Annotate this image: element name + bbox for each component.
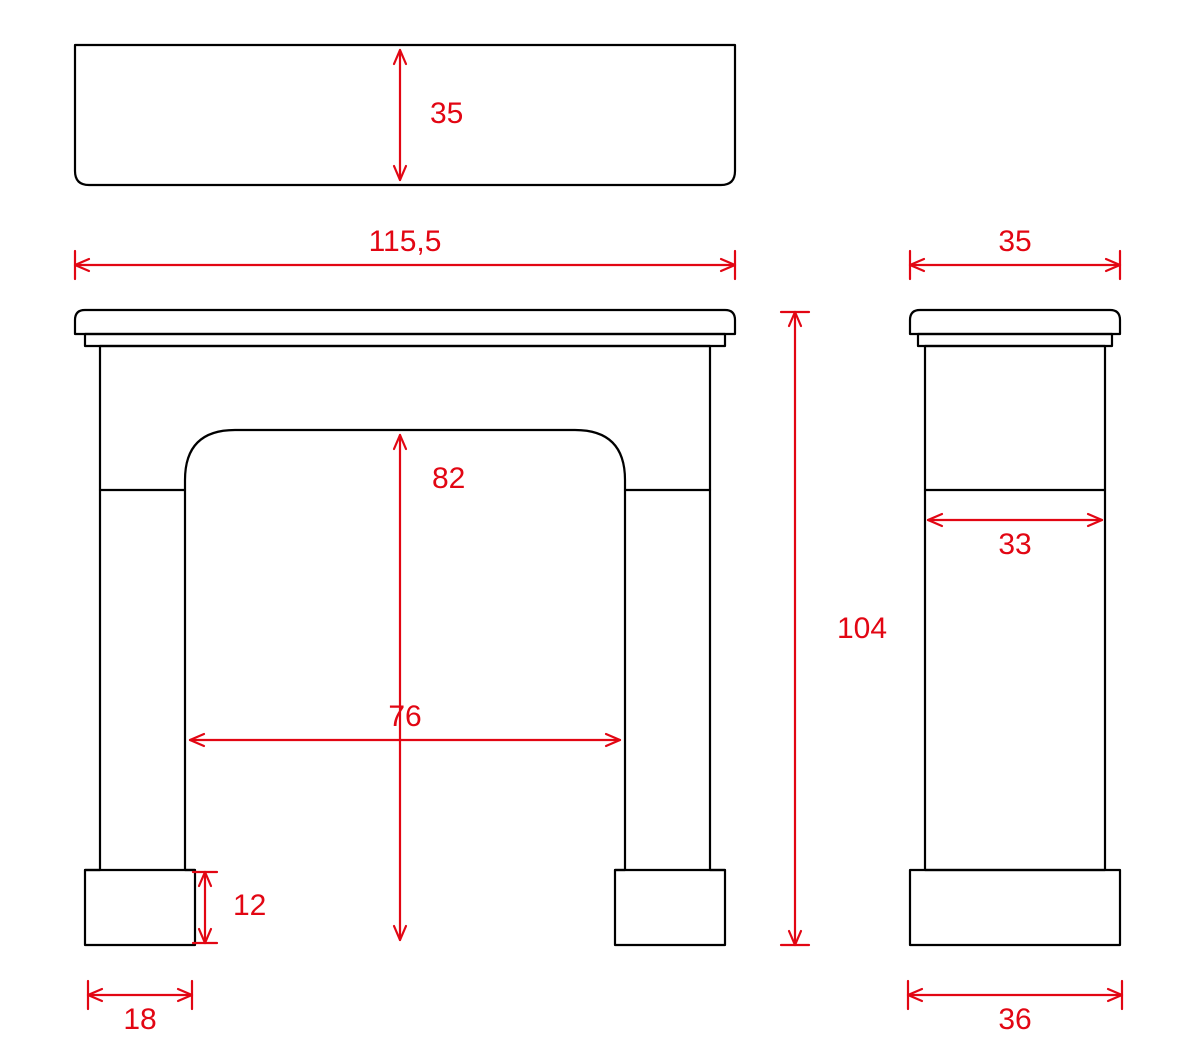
dimension-label-opening_height_82: 82: [432, 462, 465, 495]
technical-drawing: 35 115,5 82 76 104 12 18 35 33 36: [0, 0, 1200, 1050]
dimension-label-overall_height_104: 104: [837, 612, 887, 645]
dimension-label-top_depth_35: 35: [430, 97, 463, 130]
top-view-outline: [75, 45, 735, 185]
side-cap: [910, 310, 1120, 334]
dimension-label-opening_width_76: 76: [388, 700, 421, 733]
front-surround-outline: [85, 346, 725, 945]
dimension-label-side_plinth_36: 36: [998, 1003, 1031, 1036]
side-body: [925, 346, 1105, 870]
dimension-label-side_cap_35: 35: [998, 225, 1031, 258]
side-shelf-step: [918, 334, 1112, 346]
dimension-label-plinth_width_18: 18: [123, 1003, 156, 1036]
dimension-label-plinth_height_12: 12: [233, 889, 266, 922]
front-cap: [75, 310, 735, 334]
side-plinth: [910, 870, 1120, 945]
front-shelf-step: [85, 334, 725, 346]
dimension-label-overall_width_115_5: 115,5: [369, 225, 442, 258]
dimension-label-side_body_33: 33: [998, 528, 1031, 561]
